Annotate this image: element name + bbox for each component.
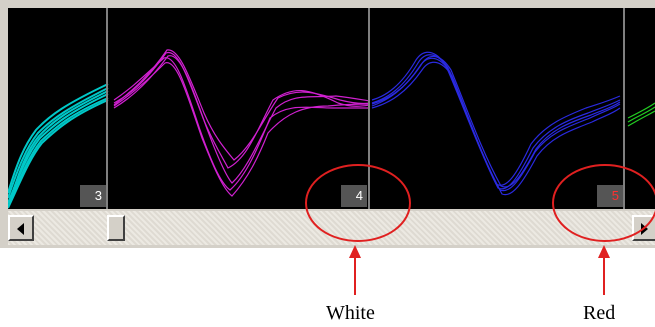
arrow-left-icon	[17, 223, 24, 235]
panel-divider	[368, 8, 370, 209]
waveform-group-3	[8, 83, 109, 209]
cluster-badge-5: 5	[597, 185, 623, 207]
panel-divider	[623, 8, 625, 209]
caption-red: Red	[583, 302, 616, 324]
waveform-group-5	[371, 51, 621, 196]
waveform-group-6	[627, 102, 655, 127]
horizontal-scrollbar[interactable]	[8, 211, 655, 245]
waveform-group-4	[113, 49, 371, 197]
panel-divider	[106, 8, 108, 209]
waveform-canvas	[8, 49, 655, 209]
waveform-viewer: 3 4 5	[8, 8, 655, 209]
scroll-right-button[interactable]	[632, 215, 655, 241]
arrow-right-icon	[641, 223, 648, 235]
caption-white: White	[326, 302, 375, 324]
cluster-badge-4: 4	[341, 185, 367, 207]
waveform-viewer-window: 3 4 5	[0, 0, 655, 248]
scroll-thumb[interactable]	[107, 215, 125, 241]
cluster-badge-3: 3	[80, 185, 106, 207]
scroll-left-button[interactable]	[8, 215, 34, 241]
